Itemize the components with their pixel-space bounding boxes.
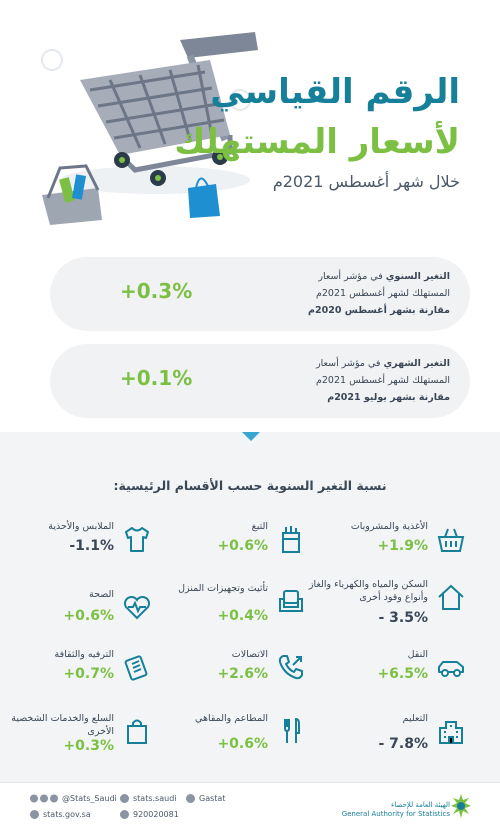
category-value: +6.5% <box>377 666 428 682</box>
annual-change-line3: مقارنة بشهر أغسطس 2020م <box>308 305 450 316</box>
shopping-bag-icon <box>127 719 147 744</box>
food-basket-icon <box>437 528 465 552</box>
category-transport: النقل +6.5% <box>316 648 466 698</box>
category-name: تأثيث وتجهيزات المنزل <box>178 583 268 594</box>
monthly-change-value: +0.1% <box>120 366 193 390</box>
gastat-logo <box>451 794 471 818</box>
armchair-icon <box>279 590 303 612</box>
category-restaurants: المطاعم والمقاهي +0.6% <box>156 712 306 762</box>
annual-change-line1: في مؤشر أسعار <box>318 271 386 282</box>
category-communications: الاتصالات +2.6% <box>156 648 306 698</box>
category-name: المطاعم والمقاهي <box>195 713 268 724</box>
category-value: -1.1% <box>69 538 114 554</box>
page-subtitle: خلال شهر أغسطس 2021م <box>272 172 460 191</box>
category-name: الصحة <box>89 589 114 600</box>
monthly-change-card: +0.1% التغير الشهري في مؤشر أسعار المسته… <box>50 344 470 418</box>
category-education: التعليم - 7.8% <box>316 712 466 762</box>
twitter-handle[interactable]: @Stats_Saudi <box>62 794 117 803</box>
monthly-change-description: التغير الشهري في مؤشر أسعار المستهلك لشه… <box>225 355 450 406</box>
annual-change-description: التغير السنوي في مؤشر أسعار المستهلك لشه… <box>225 268 450 319</box>
phone-icon <box>278 655 303 680</box>
section-divider-notch <box>242 432 260 441</box>
category-value: - 3.5% <box>378 610 428 626</box>
category-furnishing: تأثيث وتجهيزات المنزل +0.4% <box>156 582 306 632</box>
category-tobacco: التبغ +0.6% <box>156 520 306 570</box>
authority-name-en: General Authority for Statistics <box>341 810 450 818</box>
monthly-change-line3: مقارنة بشهر يوليو 2021م <box>327 392 450 403</box>
annual-change-value: +0.3% <box>120 279 193 303</box>
annual-change-card: +0.3% التغير السنوي في مؤشر أسعار المسته… <box>50 257 470 331</box>
category-value: +0.6% <box>63 608 114 624</box>
authority-name-ar: الهيئة العامة للإحصاء <box>391 801 450 809</box>
category-value: - 7.8% <box>378 736 428 752</box>
category-name: الأغذية والمشروبات <box>350 521 428 532</box>
category-food: الأغذية والمشروبات +1.9% <box>316 520 466 570</box>
category-value: +2.6% <box>217 666 268 682</box>
page-title-line2: لأسعار المستهلك <box>174 122 460 162</box>
category-value: +0.7% <box>63 666 114 682</box>
category-recreation: الترفيه والثقافة +0.7% <box>0 648 150 698</box>
footer <box>0 782 500 829</box>
category-clothing: الملابس والأحذية -1.1% <box>0 520 150 570</box>
category-health: الصحة +0.6% <box>0 588 151 638</box>
category-name: الترفيه والثقافة <box>54 649 115 660</box>
page-title-line1: الرقم القياسي <box>210 72 460 112</box>
shopping-cart-illustration <box>41 32 258 225</box>
category-name: السلع والخدمات الشخصية الأخرى <box>11 713 114 737</box>
shirt-icon <box>125 527 149 552</box>
category-value: +1.9% <box>377 538 428 554</box>
heart-pulse-icon <box>123 595 151 620</box>
category-name: الملابس والأحذية <box>48 521 114 532</box>
categories-section <box>0 432 500 829</box>
category-value: +0.6% <box>217 538 268 554</box>
facebook-handle[interactable]: stats.saudi <box>133 794 177 803</box>
category-name: التعليم <box>402 713 428 724</box>
tickets-icon <box>124 655 148 681</box>
category-name: الاتصالات <box>231 649 268 660</box>
monthly-change-line1: في مؤشر أسعار <box>316 358 384 369</box>
globe-icon <box>30 810 39 819</box>
facebook-icon <box>120 794 129 803</box>
monthly-change-lead: التغير الشهري <box>383 358 450 369</box>
annual-change-line2: المستهلك لشهر أغسطس 2021م <box>315 288 450 299</box>
category-value: +0.6% <box>217 736 268 752</box>
category-name: التبغ <box>251 521 268 532</box>
section-title: نسبة التغير السنوية حسب الأقسام الرئيسية… <box>113 478 387 493</box>
category-value: +0.4% <box>217 608 268 624</box>
social-icons <box>30 794 58 803</box>
category-name: النقل <box>407 649 428 660</box>
school-icon <box>439 721 463 744</box>
category-personal-goods: السلع والخدمات الشخصية الأخرى +0.3% <box>0 712 150 762</box>
authority-name: الهيئة العامة للإحصاء General Authority f… <box>342 801 450 819</box>
car-icon <box>438 661 464 677</box>
linkedin-handle[interactable]: Gastat <box>199 794 226 803</box>
monthly-change-line2: المستهلك لشهر أغسطس 2021م <box>315 375 450 386</box>
phone-number[interactable]: 920020081 <box>133 810 179 819</box>
category-housing: السكن والمياه والكهرباء والغاز وأنواع وق… <box>309 578 466 628</box>
tobacco-icon <box>282 526 300 553</box>
website-link[interactable]: stats.gov.sa <box>43 810 91 819</box>
house-icon <box>438 584 464 610</box>
linkedin-icon <box>186 794 195 803</box>
fork-knife-icon <box>284 717 300 743</box>
category-value: +0.3% <box>63 738 114 754</box>
category-name: السكن والمياه والكهرباء والغاز وأنواع وق… <box>308 579 428 603</box>
annual-change-lead: التغير السنوي <box>385 271 450 282</box>
phone-small-icon <box>120 810 129 819</box>
